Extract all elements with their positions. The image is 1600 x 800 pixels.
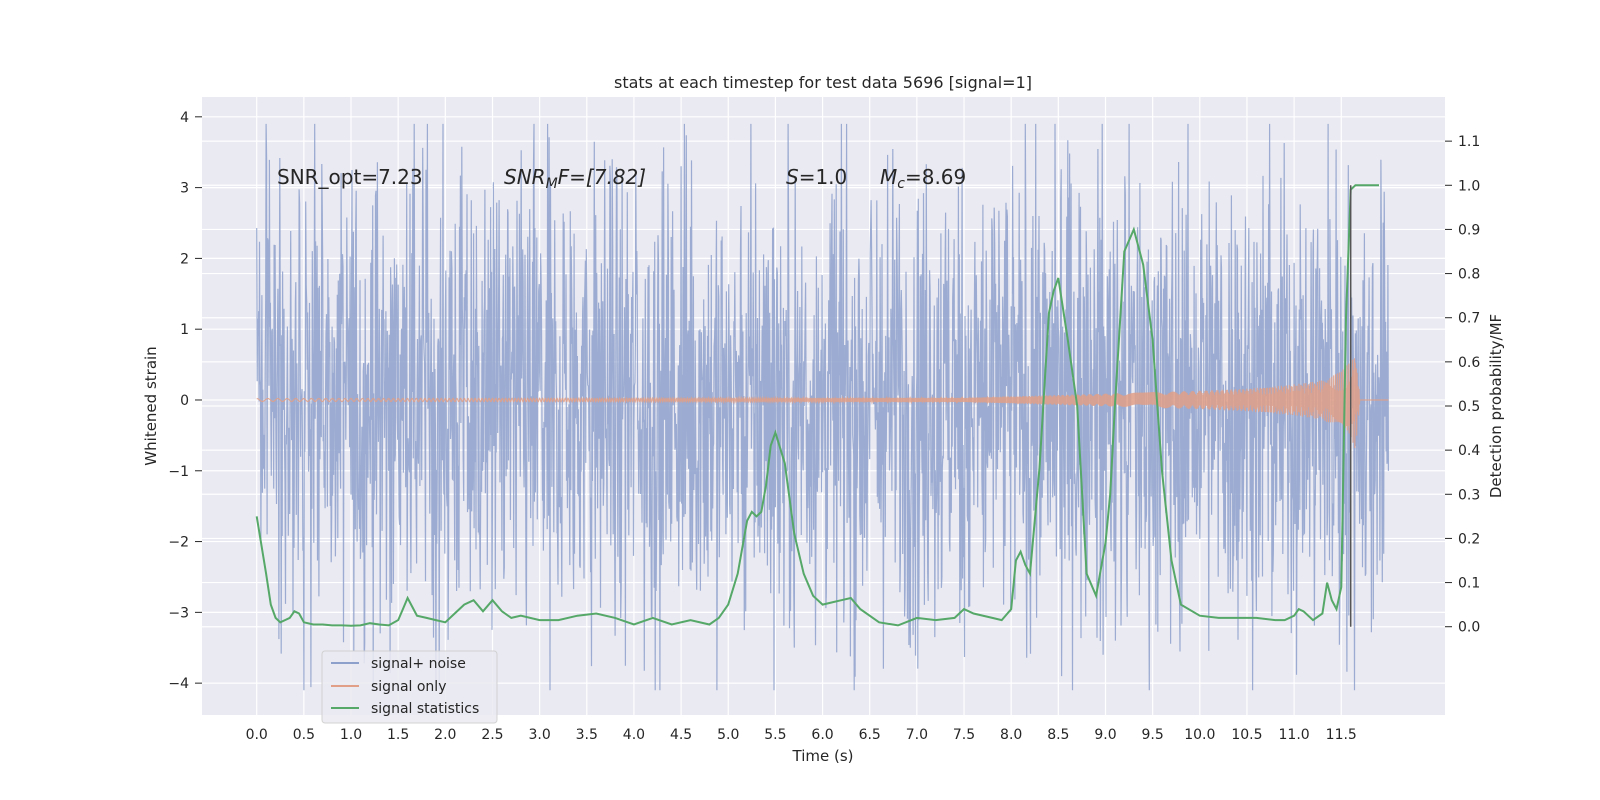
signal-only-line: [256, 358, 1389, 449]
y-tick-label: 2: [180, 251, 189, 267]
signal-statistics-series: [255, 184, 1379, 627]
snr-opt-annotation: SNR_opt=7.23: [277, 165, 423, 189]
x-tick-label: 1.0: [340, 727, 362, 743]
noise-line: [256, 123, 1389, 691]
y-tick-label: −4: [168, 676, 189, 692]
y-tick-label: −2: [168, 535, 189, 551]
chart-title: stats at each timestep for test data 569…: [614, 73, 1032, 92]
y-axis-label: Whitened strain: [142, 346, 160, 465]
x-tick-label: 9.5: [1142, 727, 1164, 743]
x-tick-label: 6.0: [811, 727, 833, 743]
axes: 0.0 0.5 1.0 1.5 2.0 2.5 3.0 3.5 4.0 4.5 5.0 5.5 6.0 6…: [168, 110, 1480, 743]
legend-label-noise: signal+ noise: [371, 656, 466, 672]
y2-axis-label: Detection probability/MF: [1487, 314, 1505, 498]
y2-tick-label: 0.6: [1458, 355, 1480, 371]
x-tick-label: 4.5: [670, 727, 692, 743]
y2-tick-label: 0.0: [1458, 620, 1480, 636]
signal-statistics-line: [255, 184, 1379, 627]
x-tick-label: 7.5: [953, 727, 975, 743]
y2-tick-label: 1.0: [1458, 178, 1480, 194]
x-tick-label: 0.5: [293, 727, 315, 743]
y-tick-label: 3: [180, 181, 189, 197]
x-tick-label: 2.5: [481, 727, 503, 743]
y-tick-label: −1: [168, 464, 189, 480]
x-tick-label: 11.5: [1326, 727, 1357, 743]
y2-tick-label: 0.5: [1458, 399, 1480, 415]
x-tick-label: 4.0: [623, 727, 645, 743]
y2-tick-label: 0.1: [1458, 576, 1480, 592]
y2-tick-label: 0.2: [1458, 531, 1480, 547]
s-annotation: S=1.0: [786, 165, 847, 189]
mc-annotation: Mc=8.69: [880, 165, 966, 192]
y-tick-label: −3: [168, 605, 189, 621]
y2-tick-label: 0.3: [1458, 487, 1480, 503]
snr-mf-annotation: SNRMF=[7.82]: [504, 165, 646, 192]
y2-tick-label: 0.7: [1458, 311, 1480, 327]
legend-label-stats: signal statistics: [371, 701, 479, 717]
y-tick-label: 4: [180, 110, 189, 126]
legend: signal+ noise signal only signal statist…: [321, 650, 498, 724]
y-tick-label: 0: [180, 393, 189, 409]
legend-box: [321, 650, 498, 724]
y2-tick-label: 0.4: [1458, 443, 1480, 459]
x-tick-label: 5.5: [764, 727, 786, 743]
x-axis-label: Time (s): [792, 747, 854, 765]
x-tick-label: 10.0: [1184, 727, 1215, 743]
y-tick-label: 1: [180, 322, 189, 338]
x-tick-label: 3.0: [528, 727, 550, 743]
x-tick-label: 10.5: [1231, 727, 1262, 743]
y2-tick-label: 1.1: [1458, 134, 1480, 150]
x-tick-label: 2.0: [434, 727, 456, 743]
x-tick-label: 8.5: [1047, 727, 1069, 743]
x-tick-label: 9.0: [1094, 727, 1116, 743]
y2-tick-label: 0.9: [1458, 222, 1480, 238]
legend-label-signal: signal only: [371, 679, 446, 695]
signal-only-series: [256, 358, 1389, 449]
x-tick-label: 0.0: [246, 727, 268, 743]
x-tick-label: 11.0: [1279, 727, 1310, 743]
x-tick-label: 6.5: [859, 727, 881, 743]
signal-plus-noise-series: [256, 123, 1389, 691]
x-tick-label: 1.5: [387, 727, 409, 743]
x-tick-label: 8.0: [1000, 727, 1022, 743]
x-tick-label: 7.0: [906, 727, 928, 743]
y2-tick-label: 0.8: [1458, 267, 1480, 283]
x-tick-label: 5.0: [717, 727, 739, 743]
x-tick-label: 3.5: [576, 727, 598, 743]
